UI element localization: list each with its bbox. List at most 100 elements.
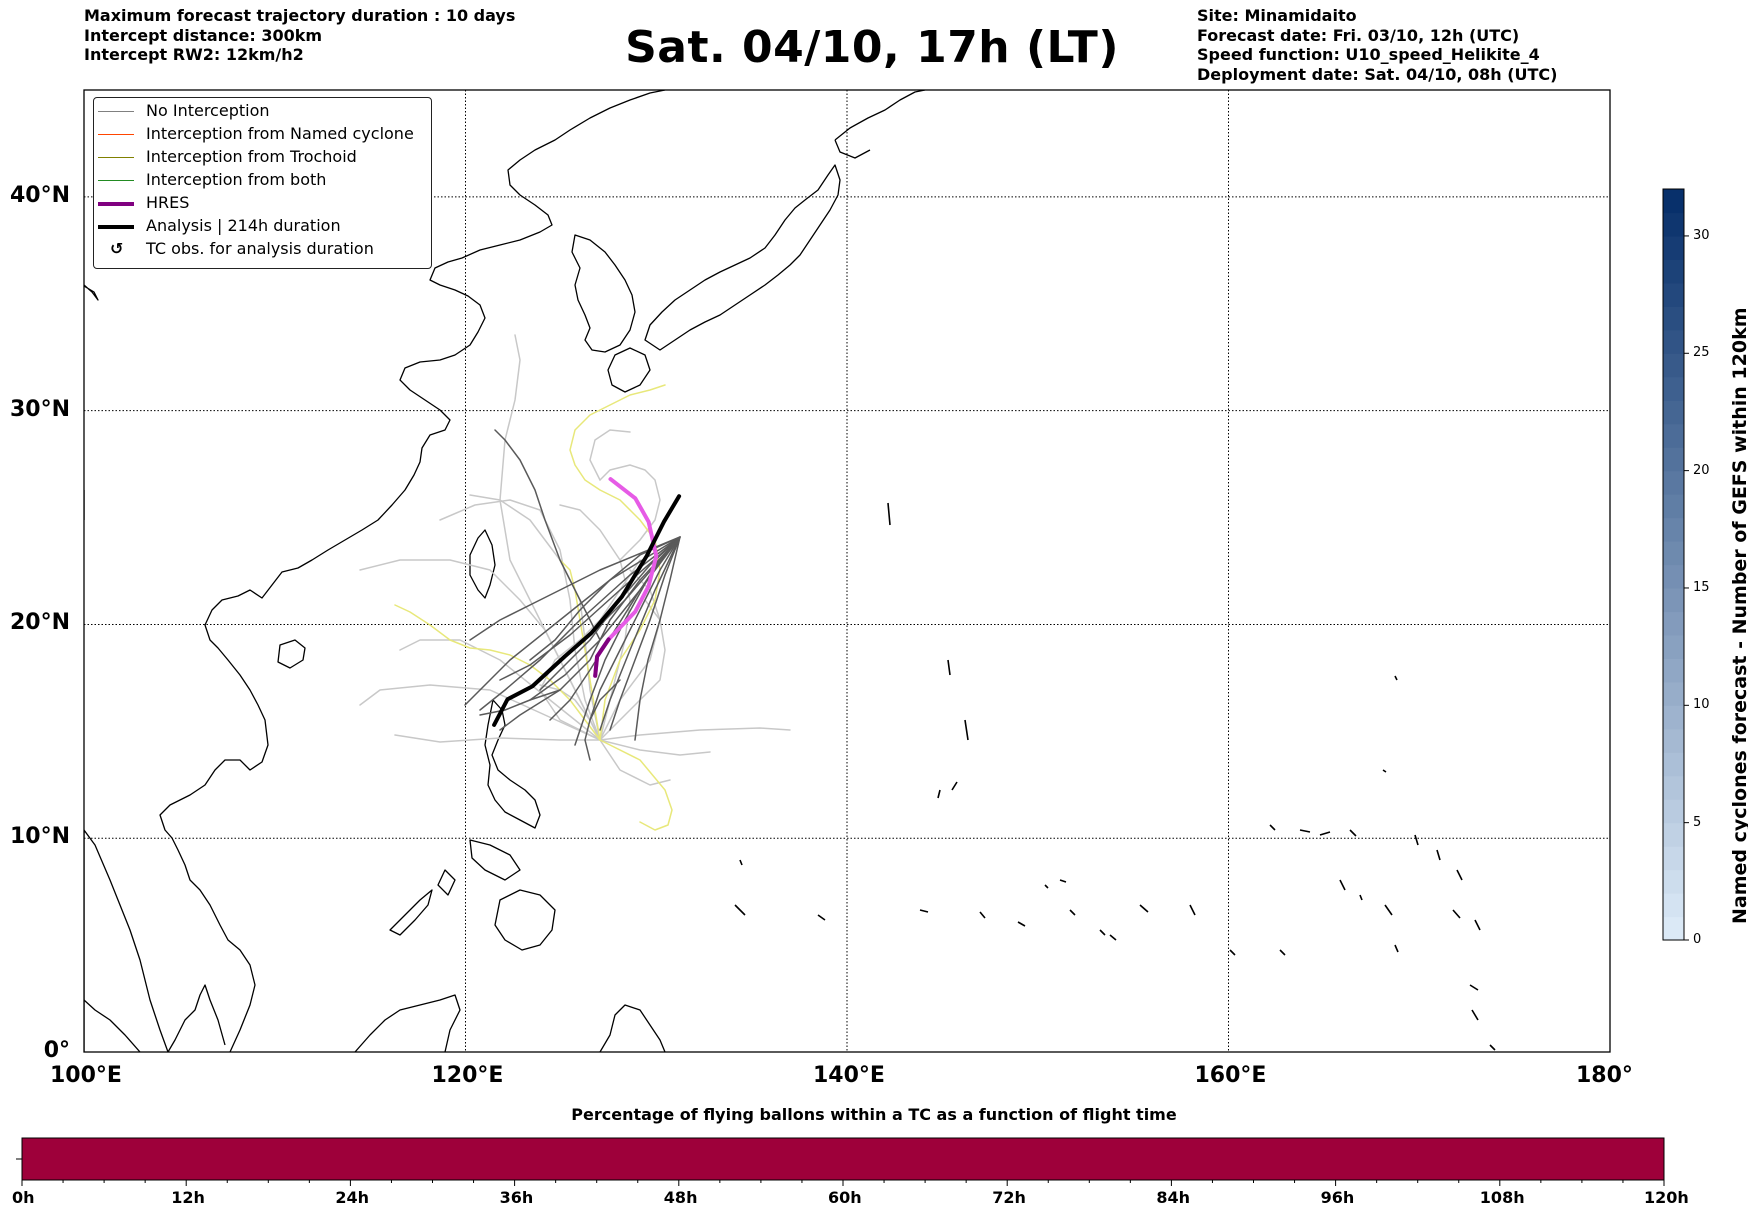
- colorbar-segment: [1663, 235, 1684, 261]
- colorbar-tick-label: 0: [1693, 932, 1702, 947]
- legend-swatch: [98, 134, 134, 135]
- coastline-mindanao: [494, 889, 556, 951]
- colorbar-segment: [1663, 564, 1684, 589]
- coastline-japan-kyushu: [607, 347, 651, 393]
- colorbar-tick-label: 20: [1693, 462, 1710, 478]
- colorbar-tick-label: 30: [1693, 227, 1710, 243]
- trajectories: [359, 334, 791, 831]
- coastline-hainan: [277, 639, 306, 669]
- flight-time-label: 60h: [828, 1188, 862, 1207]
- hres-track-start: [593, 637, 611, 678]
- flight-time-label: 96h: [1320, 1188, 1355, 1207]
- colorbar-segment: [1663, 681, 1684, 706]
- coastline-japan-honshu: [644, 164, 841, 351]
- longitude-label: 180°: [1576, 1063, 1633, 1088]
- colorbar-segment: [1663, 752, 1684, 777]
- coastline-sulawesi: [599, 1004, 666, 1052]
- coastline-luzon: [484, 699, 541, 829]
- deployment-date-text: Deployment date: Sat. 04/10, 08h (UTC): [1197, 64, 1558, 84]
- colorbar-segment: [1663, 423, 1684, 448]
- legend-label: Interception from Named cyclone: [146, 124, 414, 143]
- colorbar-segment: [1663, 470, 1684, 495]
- colorbar-segment: [1663, 799, 1684, 824]
- flight-time-label: 36h: [499, 1188, 534, 1207]
- speed-function-text: Speed function: U10_speed_Helikite_4: [1197, 45, 1540, 64]
- flight-time-label: 120h: [1644, 1188, 1689, 1207]
- colorbar-segment: [1663, 728, 1684, 753]
- latitude-label: 30°N: [9, 396, 70, 422]
- colorbar-segment: [1663, 822, 1684, 847]
- analysis-track: [492, 494, 682, 727]
- colorbar-frame: [1662, 188, 1685, 941]
- legend-swatch: [98, 202, 134, 206]
- cyclone-marker-icon: ↺: [110, 239, 124, 258]
- ensemble-dark-tracks: [464, 429, 681, 761]
- coastlines: [84, 90, 1496, 1052]
- longitude-label: 100°E: [50, 1063, 122, 1088]
- coastline-malaya: [84, 999, 141, 1052]
- latitude-label: 20°N: [9, 610, 70, 636]
- latitude-label: 0°: [43, 1038, 70, 1063]
- longitude-label: 120°E: [431, 1063, 504, 1088]
- colorbar-segment: [1663, 541, 1684, 566]
- site-text: Site: Minamidaito: [1197, 6, 1357, 25]
- flight-time-label: 72h: [992, 1188, 1026, 1207]
- ensemble-trochoid-tracks: [394, 384, 673, 831]
- coastline-borneo: [354, 994, 461, 1052]
- colorbar-segment: [1663, 634, 1684, 659]
- colorbar-segment: [1663, 376, 1684, 401]
- ensemble-light-tracks: [359, 334, 791, 786]
- longitude-label: 140°E: [813, 1063, 885, 1088]
- colorbar-segment: [1663, 869, 1684, 894]
- colorbar-segment: [1663, 447, 1684, 472]
- coastline-japan-hokkaido: [834, 90, 926, 159]
- longitude-label: 160°E: [1194, 1063, 1267, 1088]
- legend: No Interception Interception from Named …: [93, 97, 432, 269]
- colorbar-segment: [1663, 658, 1684, 683]
- flight-time-bar: [21, 1137, 1665, 1181]
- colorbar-segment: [1663, 705, 1684, 730]
- coastline-asia: [84, 90, 666, 1052]
- colorbar-segment: [1663, 587, 1684, 613]
- colorbar-segment: [1663, 846, 1684, 871]
- colorbar-segment: [1663, 353, 1684, 378]
- flight-time-label: 108h: [1479, 1188, 1525, 1207]
- flight-time-label: 24h: [335, 1188, 370, 1207]
- colorbar-segment: [1663, 517, 1684, 542]
- colorbar: [1662, 188, 1689, 941]
- latitude-label: 40°N: [9, 182, 70, 208]
- flight-time-label: 0h: [12, 1188, 35, 1207]
- legend-swatch: [98, 225, 134, 229]
- legend-label: No Interception: [146, 101, 270, 120]
- intercept-rw2-text: Intercept RW2: 12km/h2: [84, 45, 304, 64]
- colorbar-segment: [1663, 916, 1684, 941]
- title-text: Sat. 04/10, 17h (LT): [625, 22, 1119, 73]
- flight-time-label: 12h: [171, 1188, 205, 1207]
- legend-label: Interception from both: [146, 170, 327, 189]
- colorbar-tick-label: 10: [1693, 697, 1710, 713]
- legend-label: TC obs. for analysis duration: [146, 239, 374, 258]
- flight-time-ticks: [21, 1180, 1665, 1186]
- flight-time-label: 84h: [1156, 1188, 1191, 1207]
- legend-label: Interception from Trochoid: [146, 147, 357, 166]
- forecast-date-text: Forecast date: Fri. 03/10, 12h (UTC): [1197, 25, 1520, 45]
- colorbar-tick-label: 25: [1693, 345, 1710, 361]
- page-title: Sat. 04/10, 17h (LT): [0, 22, 1748, 73]
- colorbar-segment: [1663, 189, 1684, 214]
- colorbar-tick-label: 15: [1693, 579, 1710, 595]
- colorbar-segment: [1663, 329, 1684, 354]
- intercept-distance-text: Intercept distance: 300km: [84, 25, 323, 45]
- colorbar-segment: [1663, 893, 1684, 918]
- colorbar-title: Named cyclones forecast - Number of GEFS…: [1729, 307, 1748, 924]
- colorbar-segment: [1663, 494, 1684, 519]
- latitude-label: 10°N: [9, 824, 70, 850]
- colorbar-segment: [1663, 212, 1684, 237]
- max-duration-text: Maximum forecast trajectory duration : 1…: [84, 6, 516, 25]
- colorbar-segment: [1663, 259, 1684, 284]
- header-left: Maximum forecast trajectory duration : 1…: [84, 6, 515, 65]
- colorbar-tick-label: 5: [1693, 814, 1702, 830]
- flight-time-label: 48h: [663, 1188, 698, 1207]
- header-right: Site: Minamidaito Forecast date: Fri. 03…: [1197, 6, 1557, 84]
- graticule: [84, 90, 1610, 1052]
- flight-time-title: Percentage of flying ballons within a TC…: [571, 1105, 1177, 1124]
